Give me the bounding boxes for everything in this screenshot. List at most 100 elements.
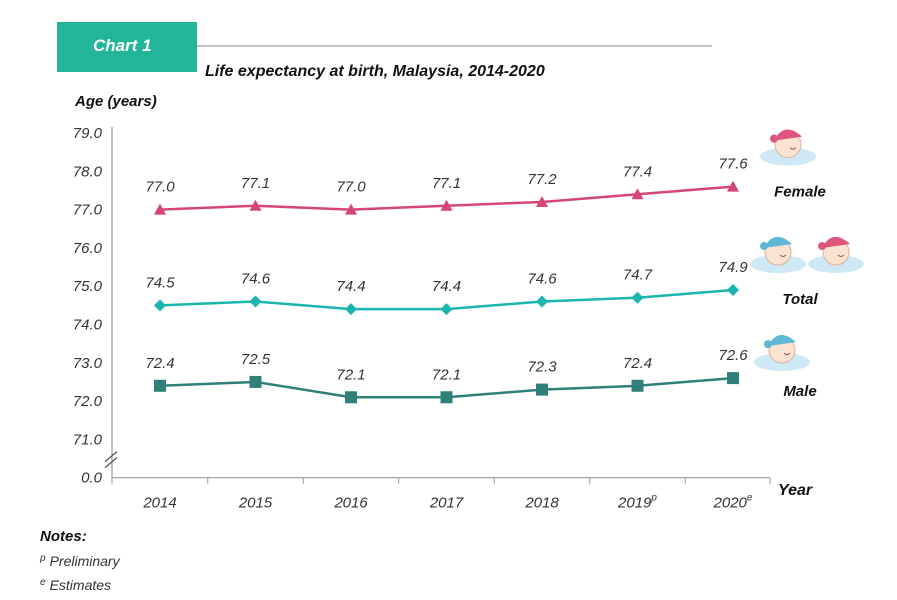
data-label: 74.9 [718,259,748,276]
baby-hat-pompom [764,340,772,349]
x-tick-superscript: p [650,493,657,504]
x-axis-label: Year [778,482,813,499]
x-tick-label: 2020e [713,493,753,512]
male-baby-icon [754,335,810,372]
notes-item-superscript: e [40,577,46,588]
data-label: 74.6 [241,271,271,288]
data-point-square [631,379,644,392]
y-tick-label: 78.0 [73,163,103,180]
y-tick-label: 77.0 [73,202,103,219]
data-point-diamond [345,303,357,316]
x-tick-superscript: e [747,493,753,504]
series-name-label: Total [782,291,818,308]
data-point-square [440,391,453,404]
series-name-label: Female [774,184,826,201]
data-label: 77.6 [718,156,748,173]
data-label: 72.5 [241,351,271,368]
data-label: 74.7 [623,267,653,284]
y-tick-label: 71.0 [73,431,103,448]
data-point-triangle [154,203,166,215]
series-total: 74.5 74.6 74.4 74.4 74.6 74.7 74.9 [145,259,748,316]
data-point-triangle [536,195,548,207]
baby-hat-pompom [760,242,768,251]
data-label: 77.1 [432,175,461,192]
data-point-triangle [345,203,357,215]
x-tick-label: 2016 [333,495,368,512]
data-label: 77.2 [527,171,557,188]
axis-break-mark [104,457,118,469]
data-point-diamond [727,284,739,297]
y-axis: 79.0 78.0 77.0 76.0 75.0 74.0 73.0 72.0 71.0 0.0 [73,125,118,487]
data-label: 74.6 [527,271,557,288]
data-point-triangle [440,199,453,211]
data-point-square [536,383,548,396]
y-tick-label: 0.0 [81,470,103,487]
series-female: 77.0 77.1 77.0 77.1 77.2 77.4 77.6 [145,156,748,215]
female-baby-icon [760,129,816,166]
chart-header: Chart 1 [57,22,712,72]
data-point-diamond [154,299,166,312]
y-tick-label: 74.0 [73,317,103,334]
series-name-label: Male [783,383,816,400]
axis-break-mark [104,451,118,463]
baby-hat [774,129,802,141]
baby-illustrations: Female Total Male [750,129,864,400]
data-point-square [727,372,739,385]
data-point-diamond [536,295,548,308]
y-tick-label: 75.0 [73,278,103,295]
data-point-square [345,391,357,404]
baby-hat-pompom [770,134,778,143]
data-label: 74.4 [432,278,461,295]
x-tick-year: 2016 [333,495,368,512]
x-tick-year: 2017 [429,495,464,512]
x-tick-label: 2014 [142,495,176,512]
y-tick-label: 76.0 [73,240,103,257]
series-male: 72.4 72.5 72.1 72.1 72.3 72.4 72.6 [145,347,748,404]
notes-item-superscript: p [39,553,46,564]
baby-hat [764,236,792,249]
baby-hat-pompom [818,242,826,251]
data-label: 77.0 [336,179,366,196]
chart-tab [57,22,197,72]
x-tick-label: 2015 [238,495,273,512]
data-label: 72.4 [623,355,652,372]
data-point-diamond [631,291,644,304]
data-label: 72.4 [145,355,174,372]
y-tick-label: 73.0 [73,355,103,372]
x-tick-year: 2019 [617,495,652,512]
y-tick-label: 79.0 [73,125,103,142]
notes-item: p Preliminary [39,553,121,569]
data-point-triangle [249,199,262,211]
y-axis-label: Age (years) [74,93,157,110]
x-tick-year: 2014 [142,495,176,512]
y-tick-label: 72.0 [73,393,103,410]
data-label: 77.1 [241,175,270,192]
x-tick-label: 2019p [617,493,657,512]
x-tick-year: 2018 [524,495,559,512]
data-label: 74.4 [336,278,365,295]
data-point-diamond [440,303,453,316]
notes: Notes: p Preliminary e Estimates [39,528,121,593]
total-baby-boy-icon [750,236,806,274]
baby-eye [789,147,797,150]
baby-hat [822,236,850,249]
data-label: 77.4 [623,163,652,180]
chart-title: Life expectancy at birth, Malaysia, 2014… [205,63,545,80]
x-tick-label: 2018 [524,495,559,512]
series-layer: 77.0 77.1 77.0 77.1 77.2 77.4 77.6 74.5 74.6 74.4… [145,156,748,404]
notes-item-text: Estimates [50,577,111,593]
data-label: 77.0 [145,179,175,196]
x-tick-label: 2017 [429,495,464,512]
baby-eye [837,254,845,258]
baby-eye [783,352,791,356]
data-point-diamond [249,295,262,308]
notes-item: e Estimates [40,577,111,593]
notes-item-text: Preliminary [50,553,121,569]
data-label: 72.1 [432,366,461,383]
notes-title: Notes: [40,528,87,545]
data-point-triangle [631,188,644,200]
x-tick-year: 2015 [238,495,273,512]
x-axis: 2014 2015 2016 2017 2018 2019p 2020e [111,477,771,512]
data-label: 72.1 [336,366,365,383]
